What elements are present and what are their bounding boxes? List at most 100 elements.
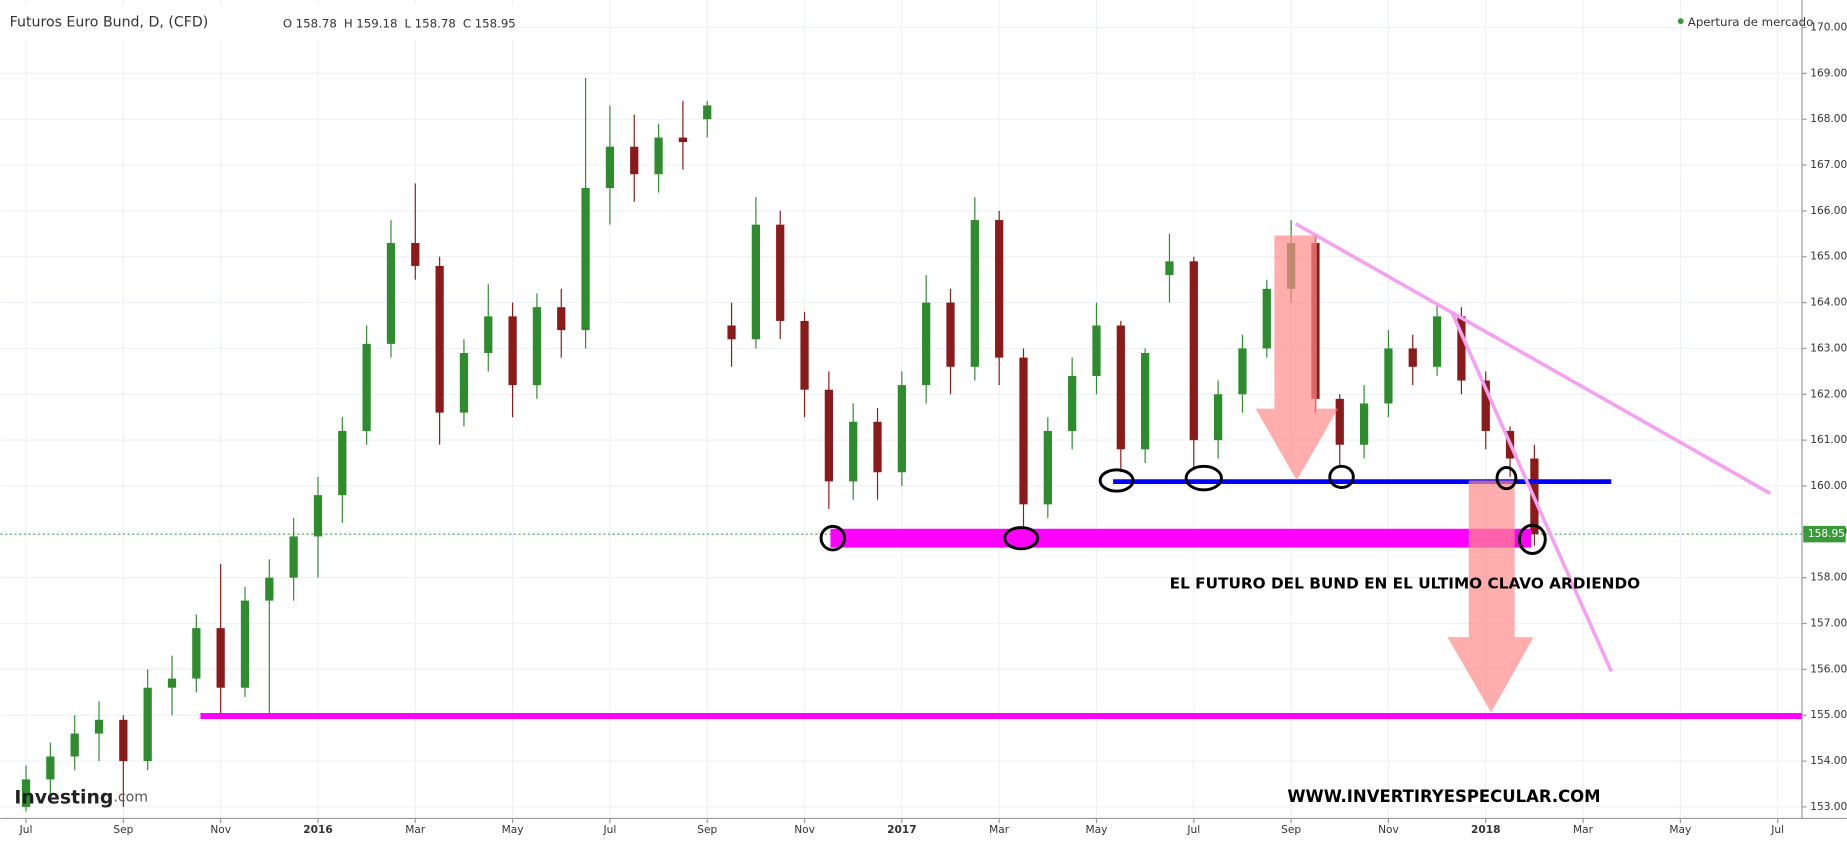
candle-body	[1092, 325, 1101, 376]
arrow	[1447, 480, 1534, 713]
candle-body	[532, 307, 542, 386]
candle-body	[46, 756, 55, 780]
axes: 153.00154.00155.00156.00157.00158.00159.…	[19, 22, 1847, 837]
marker	[1495, 466, 1518, 491]
candle-body	[70, 733, 79, 757]
candle-body	[1165, 261, 1174, 276]
candle-body	[167, 678, 177, 688]
logo: Investing.com	[14, 787, 148, 808]
x-tick-label: 2018	[1471, 824, 1500, 836]
candle-body	[824, 389, 833, 482]
candle-body	[192, 628, 201, 679]
x-tick-label: Jul	[1770, 824, 1784, 836]
marker	[1517, 523, 1547, 555]
candle-body	[1043, 430, 1052, 505]
x-tick-label: Sep	[113, 824, 133, 836]
ohlc-label: C	[463, 16, 471, 30]
ohlc-label: O	[283, 16, 292, 30]
candle-body	[1141, 353, 1150, 450]
candle-body	[800, 320, 809, 390]
candle-body	[143, 687, 152, 762]
candle-body	[21, 779, 31, 807]
candle-body	[435, 265, 444, 413]
candle-body	[703, 105, 712, 120]
candle-body	[1262, 288, 1271, 349]
candle-body	[1359, 403, 1369, 445]
y-tick-label: 165.00	[1810, 251, 1847, 263]
y-tick-label: 155.00	[1810, 709, 1847, 721]
x-tick-label: May	[1669, 824, 1691, 836]
ohlc-label: L	[405, 16, 412, 30]
ohlc-value: 159.18	[356, 16, 397, 30]
x-tick-label: Mar	[989, 824, 1010, 836]
candle-body	[94, 719, 104, 734]
candle-body	[727, 325, 736, 340]
x-tick-label: 2017	[887, 824, 916, 836]
candle-body	[1116, 325, 1125, 450]
last-price-label: 158.95	[1808, 528, 1845, 540]
ohlc-label: H	[344, 16, 353, 30]
logo-suffix: .com	[113, 789, 148, 805]
x-tick-label: Jul	[19, 824, 33, 836]
y-tick-label: 169.00	[1810, 67, 1847, 79]
candle-body	[557, 307, 566, 331]
x-tick-label: Sep	[697, 824, 717, 836]
y-tick-label: 170.00	[1810, 22, 1847, 34]
candle-body	[289, 536, 298, 578]
annotations: EL FUTURO DEL BUND EN EL ULTIMO CLAVO AR…	[14, 222, 1803, 808]
y-tick-label: 166.00	[1810, 205, 1847, 217]
candle-body	[119, 719, 128, 762]
candle-body	[678, 137, 688, 143]
candle-body	[1481, 380, 1490, 431]
marker	[1184, 464, 1223, 492]
ohlc-value: 158.95	[475, 16, 516, 30]
candle-body	[1189, 261, 1198, 441]
x-tick-label: Mar	[1573, 824, 1594, 836]
x-tick-label: Nov	[210, 824, 231, 836]
candle-body	[995, 220, 1004, 358]
candle-body	[484, 316, 493, 354]
x-tick-label: 2016	[303, 824, 332, 836]
status: Apertura de mercado	[1688, 15, 1814, 29]
trend-line	[1294, 222, 1772, 495]
candle-body	[776, 224, 785, 321]
x-tick-label: Nov	[794, 824, 815, 836]
marker	[1328, 464, 1355, 490]
status-dot	[1677, 18, 1684, 25]
x-tick-label: Jul	[603, 824, 617, 836]
candle-body	[873, 421, 882, 473]
y-tick-label: 162.00	[1810, 388, 1847, 400]
candle-body	[630, 146, 639, 175]
candle-body	[1019, 357, 1028, 505]
y-tick-label: 164.00	[1810, 297, 1847, 309]
candle-body	[459, 353, 469, 413]
ohlc-value: 158.78	[415, 16, 456, 30]
y-tick-label: 157.00	[1810, 618, 1847, 630]
candle-body	[654, 137, 663, 175]
last-price-box	[1803, 525, 1846, 543]
candle-body	[605, 146, 615, 188]
candle-body	[216, 628, 225, 688]
candle-body	[897, 385, 906, 473]
trend-line	[1450, 312, 1613, 672]
candle-body	[581, 187, 590, 331]
candle-body	[1457, 316, 1466, 381]
candle-body	[1432, 316, 1442, 367]
candle-body	[411, 242, 420, 266]
candle-body	[313, 495, 323, 537]
x-tick-label: Jul	[1186, 824, 1200, 836]
headline: EL FUTURO DEL BUND EN EL ULTIMO CLAVO AR…	[1170, 575, 1641, 593]
candle-body	[946, 302, 955, 367]
candle-body	[1214, 394, 1223, 441]
x-tick-label: Nov	[1378, 824, 1399, 836]
ohlc: O 158.78 H 159.18 L 158.78 C 158.95	[283, 16, 516, 30]
y-tick-label: 167.00	[1810, 159, 1847, 171]
candle-body	[508, 316, 517, 386]
x-tick-label: May	[1086, 824, 1108, 836]
y-tick-label: 158.00	[1810, 572, 1847, 584]
website: WWW.INVERTIRYESPECULAR.COM	[1287, 787, 1600, 806]
y-tick-label: 160.00	[1810, 480, 1847, 492]
candle-body	[338, 430, 347, 496]
